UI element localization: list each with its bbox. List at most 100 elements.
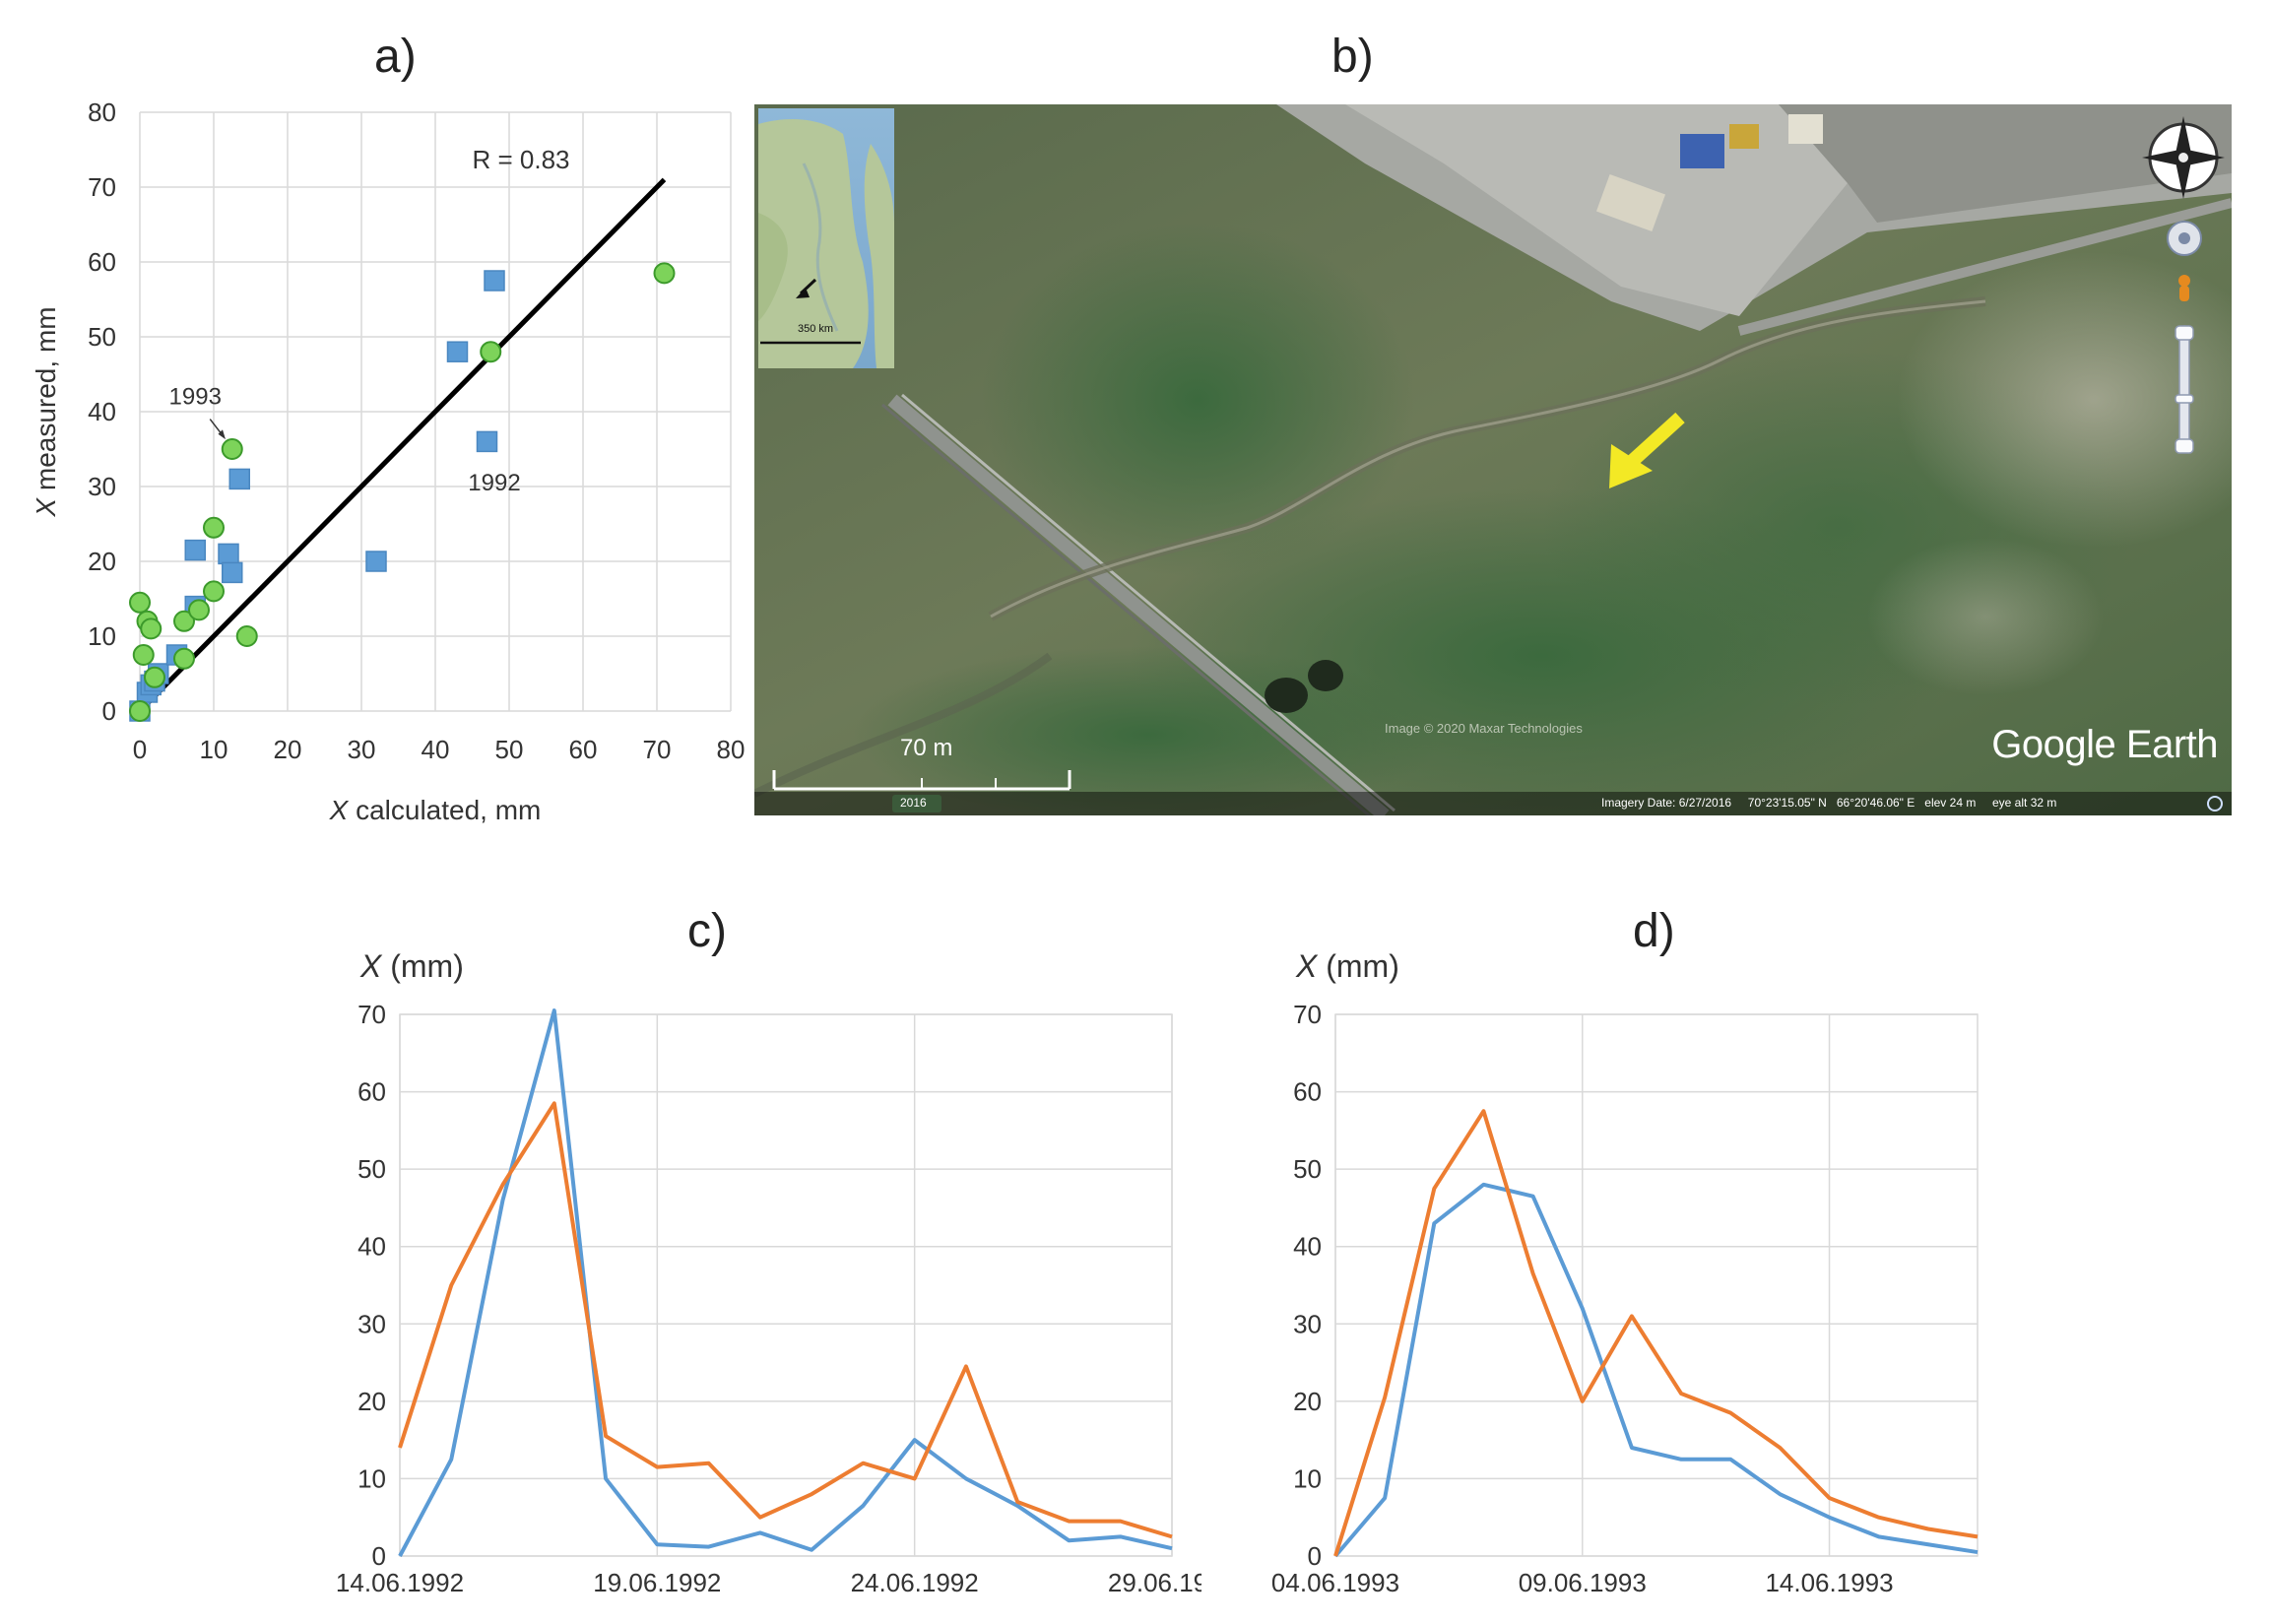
panel-a-label: a) — [374, 31, 417, 83]
y-tick-label: 40 — [357, 1232, 386, 1262]
y-axis-variable: X — [31, 497, 61, 518]
measured-square-point — [484, 270, 505, 292]
y-tick-label: 30 — [88, 472, 116, 501]
zoom-slider[interactable] — [2175, 325, 2194, 454]
eye-altitude: eye alt 32 m — [1992, 796, 2057, 810]
y-tick-label: 30 — [357, 1309, 386, 1338]
year-annotation: 1993 — [169, 383, 222, 410]
x-tick-label: 19.06.1992 — [593, 1568, 721, 1597]
measured-circle-point — [173, 647, 195, 670]
pan-control-icon[interactable] — [2167, 221, 2202, 256]
y-axis-unit: (mm) — [381, 948, 464, 984]
measured-square-point — [184, 539, 206, 561]
x-tick-label: 0 — [133, 735, 147, 764]
street-view-pegman-icon[interactable] — [2178, 275, 2190, 301]
inset-scale-label: 350 km — [798, 323, 834, 335]
y-tick-label: 10 — [88, 621, 116, 651]
elevation: elev 24 m — [1924, 796, 1977, 810]
x-tick-label: 30 — [348, 735, 376, 764]
y-tick-label: 60 — [88, 247, 116, 277]
measured-square-point — [365, 551, 387, 572]
y-tick-label: 20 — [88, 547, 116, 576]
y-tick-label: 60 — [1293, 1077, 1322, 1107]
regression-line — [138, 177, 667, 713]
y-axis-unit: measured, mm — [31, 306, 61, 498]
measured-circle-point — [132, 644, 155, 666]
year-badge-label: 2016 — [900, 796, 927, 810]
measured-circle-point — [188, 599, 210, 621]
longitude: 66°20'46.06" E — [1836, 796, 1915, 810]
map-status-text: Imagery Date: 6/27/2016 70°23'15.05" N 6… — [1601, 796, 2056, 810]
x-tick-label: 50 — [495, 735, 524, 764]
loading-indicator-icon — [2207, 796, 2223, 812]
x-tick-label: 09.06.1993 — [1519, 1568, 1647, 1597]
y-tick-label: 40 — [88, 397, 116, 426]
x-tick-label: 10 — [200, 735, 228, 764]
y-tick-label: 10 — [1293, 1463, 1322, 1493]
latitude: 70°23'15.05" N — [1747, 796, 1827, 810]
satellite-map-panel[interactable]: 350 km 70 m Image © 2020 Maxar Technolog… — [754, 104, 2232, 815]
x-tick-label: 80 — [717, 735, 746, 764]
measured-circle-point — [480, 341, 502, 363]
y-tick-label: 80 — [88, 97, 116, 127]
measured-square-point — [476, 430, 498, 453]
measured-square-point — [222, 561, 243, 584]
y-tick-label: 0 — [372, 1541, 386, 1571]
y-axis-variable: X — [359, 948, 383, 984]
y-tick-label: 20 — [357, 1387, 386, 1416]
y-tick-label: 70 — [1293, 1000, 1322, 1029]
line-chart-d: 0 10 20 30 40 50 60 70 04.06.1993 09.06.1993 14.06… — [1271, 948, 1979, 1597]
y-tick-label: 40 — [1293, 1232, 1322, 1262]
x-tick-label: 40 — [422, 735, 450, 764]
x-tick-label: 70 — [643, 735, 672, 764]
panel-d-label: d) — [1633, 905, 1675, 957]
imagery-date: Imagery Date: 6/27/2016 — [1601, 796, 1732, 810]
x-tick-label: 14.06.1992 — [336, 1568, 464, 1597]
y-tick-label: 30 — [1293, 1309, 1322, 1338]
series-line-blue — [1333, 1182, 1979, 1558]
line-chart-c: 0 10 20 30 40 50 60 70 14.06.1992 19.06.1992 24.06… — [336, 948, 1201, 1597]
inset-overview-map — [758, 108, 894, 368]
map-scale-label: 70 m — [900, 735, 953, 761]
y-axis-label: X (mm) — [1295, 948, 1399, 984]
measured-circle-point — [129, 591, 151, 614]
satellite-image — [754, 104, 2232, 815]
scatter-chart-a: 0 10 20 30 40 50 60 70 80 0 10 20 30 40 50 60 70 80 R = 0.… — [31, 97, 746, 825]
y-tick-label: 0 — [1308, 1541, 1322, 1571]
location-arrow-icon — [1609, 412, 1685, 488]
x-axis-unit: calculated, mm — [348, 795, 541, 825]
x-tick-label: 20 — [274, 735, 302, 764]
compass-icon[interactable] — [2142, 116, 2225, 199]
x-tick-label: 14.06.1993 — [1765, 1568, 1893, 1597]
year-annotation: 1992 — [468, 470, 520, 496]
y-tick-label: 50 — [1293, 1154, 1322, 1184]
measured-circle-point — [235, 625, 258, 647]
series-line-orange — [1333, 1109, 1979, 1557]
x-axis-label: X calculated, mm — [329, 795, 542, 825]
y-axis-label: X (mm) — [359, 948, 464, 984]
measured-circle-point — [129, 700, 151, 722]
panel-c-label: c) — [687, 905, 727, 957]
map-status-bar — [754, 792, 2232, 815]
measured-circle-point — [221, 438, 243, 460]
y-tick-label: 50 — [357, 1154, 386, 1184]
imagery-attribution: Image © 2020 Maxar Technologies — [1385, 721, 1583, 736]
y-tick-label: 10 — [357, 1463, 386, 1493]
x-tick-label: 04.06.1993 — [1271, 1568, 1399, 1597]
y-tick-label: 20 — [1293, 1387, 1322, 1416]
y-tick-label: 0 — [102, 696, 116, 726]
correlation-annotation: R = 0.83 — [473, 145, 570, 174]
x-tick-label: 60 — [569, 735, 598, 764]
year-badge — [892, 795, 941, 812]
x-tick-label: 24.06.1992 — [851, 1568, 979, 1597]
measured-circle-point — [144, 666, 165, 688]
measured-circle-point — [203, 516, 225, 539]
measured-circle-point — [203, 580, 225, 603]
y-axis-variable: X — [1295, 948, 1319, 984]
y-tick-label: 60 — [357, 1077, 386, 1107]
series-line-orange — [398, 1101, 1173, 1539]
measured-circle-point — [140, 617, 162, 640]
series-line-blue — [398, 1008, 1173, 1557]
measured-square-point — [218, 543, 239, 565]
x-tick-label: 29.06.1992 — [1108, 1568, 1201, 1597]
